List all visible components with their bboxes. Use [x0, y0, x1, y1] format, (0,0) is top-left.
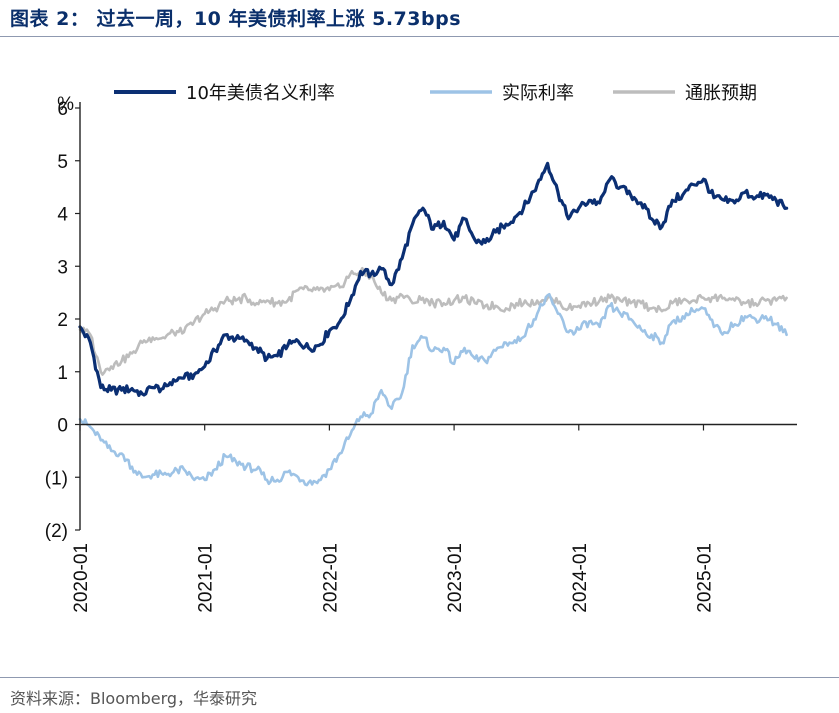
legend-label: 通胀预期: [685, 83, 757, 104]
title-divider: [0, 36, 839, 37]
x-tick-label: 2020-01: [71, 543, 92, 613]
y-tick-label: 6: [57, 99, 68, 120]
y-tick-label: 4: [57, 205, 68, 226]
x-tick-label: 2021-01: [196, 543, 217, 613]
y-unit-label: %: [57, 94, 74, 115]
y-tick-label: (2): [45, 521, 68, 542]
source-note: 资料来源：Bloomberg，华泰研究: [10, 689, 258, 708]
y-tick-label: 5: [57, 152, 68, 173]
y-tick-label: 0: [57, 416, 68, 437]
y-tick-label: 3: [57, 257, 68, 278]
x-tick-label: 2023-01: [445, 543, 466, 613]
y-tick-label: 2: [57, 310, 68, 331]
series-line-breakeven: [78, 266, 788, 376]
series-layer: [78, 161, 789, 487]
x-tick-label: 2025-01: [695, 543, 716, 613]
axes: (2) (1) 0 1 2 3 4 5 6% 2020-01 2021-01 2022-01 2023-…: [45, 94, 797, 613]
source-divider: [0, 677, 839, 678]
legend-label: 实际利率: [502, 83, 574, 104]
x-tick-label: 2024-01: [570, 543, 591, 613]
legend-label: 10年美债名义利率: [186, 83, 335, 104]
x-tick-label: 2022-01: [320, 543, 341, 613]
y-tick-label: 1: [57, 363, 68, 384]
line-chart: 10年美债名义利率 实际利率 通胀预期 (2) (1) 0 1 2 3 4 5 6% 2020-01 2…: [45, 83, 797, 613]
series-line-nominal: [78, 161, 789, 397]
figure-title: 图表 2： 过去一周，10 年美债利率上涨 5.73bps: [10, 8, 462, 30]
y-tick-label: (1): [45, 468, 68, 489]
series-line-real: [78, 292, 788, 487]
legend: 10年美债名义利率 实际利率 通胀预期: [114, 83, 757, 104]
